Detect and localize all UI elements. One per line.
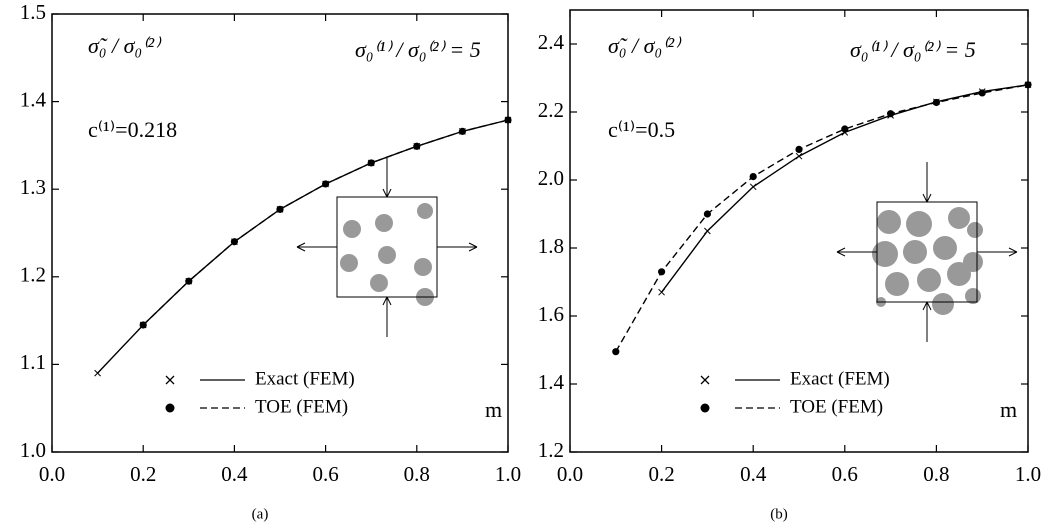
inclusion [872,241,898,267]
inclusion [414,258,432,276]
x-tick-label: 1.0 [1015,462,1041,486]
inclusion [917,268,941,292]
volume-fraction: c⁽¹⁾=0.5 [608,117,675,142]
x-tick-label: 1.0 [495,462,521,486]
inclusion [378,246,396,264]
point [504,116,512,124]
inclusion [877,210,901,234]
point [887,110,895,118]
legend-label: Exact (FEM) [790,368,890,389]
x-tick-label: 0.0 [557,462,583,486]
inclusion [947,262,971,286]
y-tick-label: 1.8 [538,234,564,258]
y-tick-label: 1.2 [538,438,564,462]
inclusion [903,240,927,264]
inclusion [375,214,393,232]
plot-frame [569,9,1029,453]
point [458,127,466,135]
x-tick-label: 0.8 [923,462,949,486]
point [658,288,665,296]
arrow-head [468,242,478,252]
x-axis-label: m [1000,397,1017,422]
y-tick-label: 2.0 [538,166,564,190]
legend-marker [165,403,175,413]
x-tick-label: 0.2 [648,462,674,486]
y-tick-label: 1.2 [20,263,46,287]
inclusion [370,274,388,292]
point [703,210,712,218]
point [658,268,666,276]
inclusion [906,211,932,237]
y-tick-label: 1.5 [20,0,46,24]
inclusion [343,220,361,238]
point [978,89,986,97]
inclusion [933,236,957,260]
inclusion [932,293,954,315]
point [94,369,101,377]
y-tick-label: 1.4 [538,370,565,394]
x-tick-label: 0.4 [740,462,767,486]
plot-frame [51,13,509,453]
point [704,227,711,235]
arrow-head [1008,247,1018,257]
point [185,277,193,285]
arrow-head [296,242,306,252]
series-line [142,119,509,326]
legend-label: TOE (FEM) [790,396,883,417]
inclusion [340,254,358,272]
x-tick-label: 0.6 [832,462,858,486]
x-tick-label: 0.4 [221,462,248,486]
panel-caption: (a) [252,506,269,522]
point [749,183,757,191]
ratio-label: σ₀⁽¹⁾ / σ₀⁽²⁾ = 5 [355,37,481,62]
y-tick-label: 1.0 [20,438,46,462]
point [413,142,421,150]
legend-marker [700,375,710,385]
y-axis-label: σ̃₀ / σ₀⁽²⁾ [88,33,162,58]
inclusion [417,203,433,219]
series-line [615,84,1029,353]
point [612,348,620,356]
arrow-head [382,296,392,306]
y-tick-label: 1.3 [20,175,46,199]
arrow-head [922,301,932,311]
x-tick-label: 0.0 [39,462,65,486]
legend-label: TOE (FEM) [255,396,348,417]
point [322,180,330,188]
arrow-head [922,193,932,203]
arrow-head [382,188,392,198]
x-axis-label: m [485,397,502,422]
y-tick-label: 2.2 [538,98,564,122]
arrow-head [836,247,846,257]
x-tick-label: 0.2 [130,462,156,486]
y-tick-label: 1.6 [538,302,564,326]
ratio-label: σ₀⁽¹⁾ / σ₀⁽²⁾ = 5 [850,37,976,62]
panel-caption: (b) [770,506,788,522]
legend-marker [700,403,710,413]
y-tick-label: 1.1 [20,350,46,374]
point [367,159,375,167]
x-tick-label: 0.8 [404,462,430,486]
point [795,152,803,160]
point [1024,81,1032,89]
volume-fraction: c⁽¹⁾=0.218 [88,117,177,142]
point [139,321,147,329]
point [841,125,849,133]
inclusion [967,222,983,238]
y-tick-label: 1.4 [20,87,47,111]
y-axis-label: σ̃₀ / σ₀⁽²⁾ [608,33,682,58]
legend-label: Exact (FEM) [255,368,355,389]
y-tick-label: 2.4 [538,30,565,54]
x-tick-label: 0.6 [312,462,338,486]
point [932,98,941,107]
point [276,205,284,213]
point [749,173,757,181]
point [230,238,238,246]
point [795,145,803,153]
inclusion [885,272,909,296]
inclusion [948,207,970,229]
legend-marker [165,375,175,385]
